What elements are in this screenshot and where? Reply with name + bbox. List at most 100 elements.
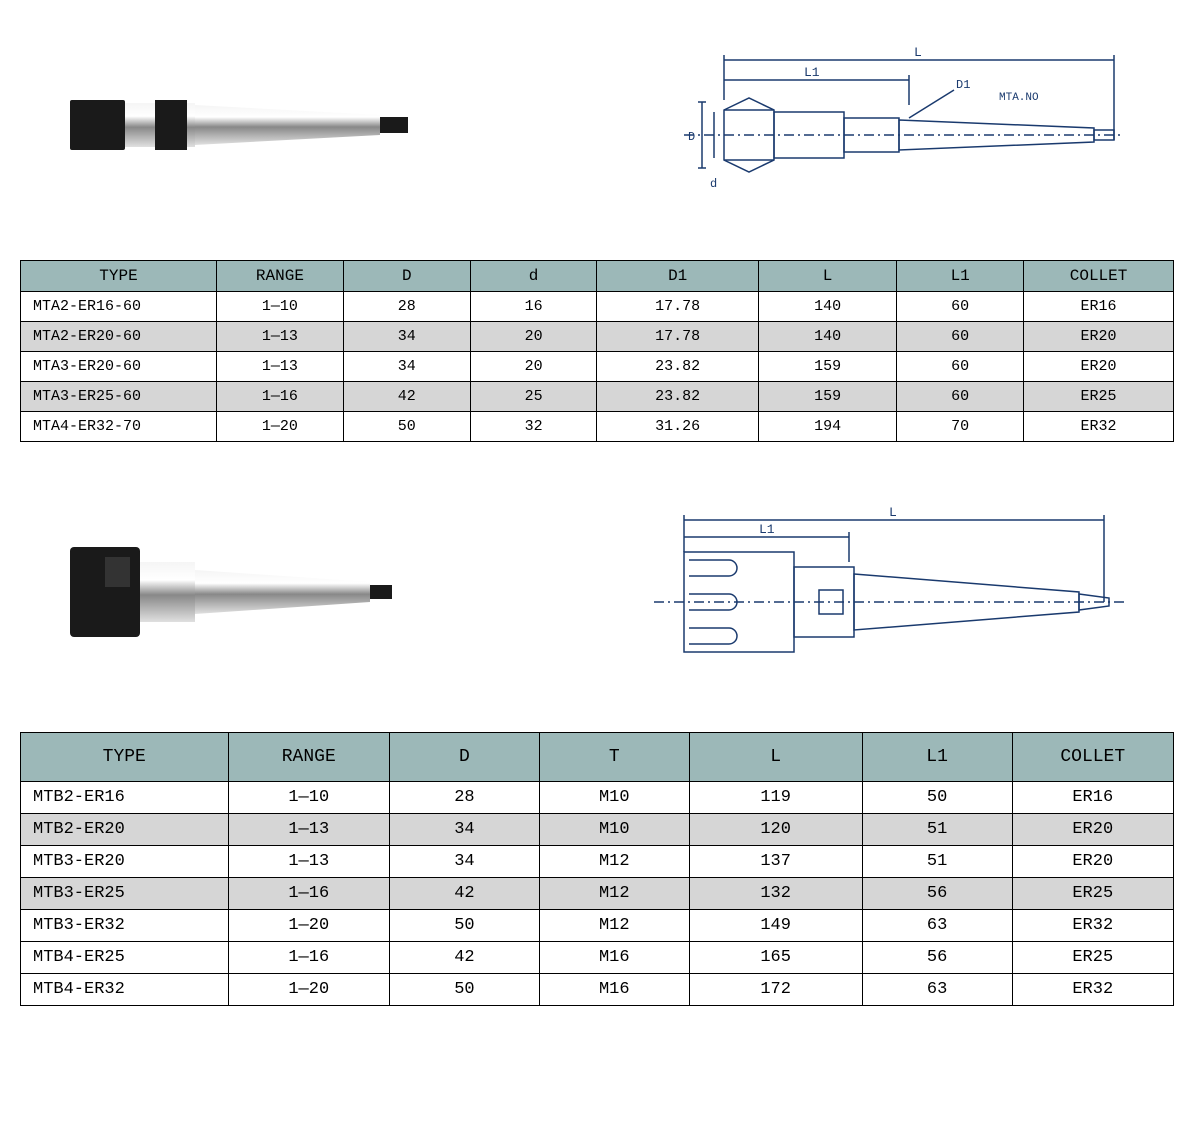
col-range: RANGE bbox=[228, 733, 389, 782]
table-cell: M16 bbox=[539, 942, 689, 974]
col-L1: L1 bbox=[897, 261, 1024, 292]
table-cell: 165 bbox=[689, 942, 862, 974]
table-cell: M16 bbox=[539, 974, 689, 1006]
table-cell: 1—13 bbox=[217, 322, 344, 352]
table-cell: MTA3-ER25-60 bbox=[21, 382, 217, 412]
table-cell: ER32 bbox=[1012, 974, 1173, 1006]
table-cell: 140 bbox=[758, 292, 896, 322]
table-cell: MTB3-ER25 bbox=[21, 878, 229, 910]
table-cell: ER20 bbox=[1024, 322, 1174, 352]
table-cell: M12 bbox=[539, 846, 689, 878]
dim-label-D1: D1 bbox=[956, 78, 970, 92]
table-cell: 119 bbox=[689, 782, 862, 814]
table-cell: MTB4-ER32 bbox=[21, 974, 229, 1006]
col-type: TYPE bbox=[21, 261, 217, 292]
table-cell: 60 bbox=[897, 382, 1024, 412]
col-D: D bbox=[343, 261, 470, 292]
table-cell: 60 bbox=[897, 352, 1024, 382]
col-d: d bbox=[470, 261, 597, 292]
table-cell: 1—20 bbox=[217, 412, 344, 442]
table-cell: 28 bbox=[343, 292, 470, 322]
table-cell: ER20 bbox=[1024, 352, 1174, 382]
table-cell: ER16 bbox=[1024, 292, 1174, 322]
table-cell: 132 bbox=[689, 878, 862, 910]
table-cell: M10 bbox=[539, 782, 689, 814]
dim-label-D: D bbox=[688, 130, 695, 144]
table-cell: 1—16 bbox=[228, 942, 389, 974]
table-cell: 34 bbox=[343, 322, 470, 352]
table-cell: 17.78 bbox=[597, 292, 758, 322]
col-D1: D1 bbox=[597, 261, 758, 292]
section-mta: L L1 D d D1 MTA.NO TYPE RANGE D d D1 L L… bbox=[20, 20, 1174, 442]
table-cell: 42 bbox=[389, 878, 539, 910]
dim-label-L: L bbox=[914, 45, 922, 60]
table-row: MTB3-ER321—2050M1214963ER32 bbox=[21, 910, 1174, 942]
table-cell: ER16 bbox=[1012, 782, 1173, 814]
table-cell: 56 bbox=[862, 878, 1012, 910]
table-row: MTB4-ER251—1642M1616556ER25 bbox=[21, 942, 1174, 974]
table-cell: 51 bbox=[862, 814, 1012, 846]
col-L: L bbox=[689, 733, 862, 782]
table-cell: M12 bbox=[539, 878, 689, 910]
col-L1: L1 bbox=[862, 733, 1012, 782]
table-cell: 50 bbox=[389, 910, 539, 942]
mta-image-row: L L1 D d D1 MTA.NO bbox=[20, 20, 1174, 230]
table-cell: 1—10 bbox=[228, 782, 389, 814]
table-cell: MTA2-ER16-60 bbox=[21, 292, 217, 322]
table-cell: 28 bbox=[389, 782, 539, 814]
table-row: MTA3-ER25-601—16422523.8215960ER25 bbox=[21, 382, 1174, 412]
table-cell: 50 bbox=[862, 782, 1012, 814]
table-cell: 1—20 bbox=[228, 974, 389, 1006]
table-cell: 140 bbox=[758, 322, 896, 352]
mtb-spec-table: TYPE RANGE D T L L1 COLLET MTB2-ER161—10… bbox=[20, 732, 1174, 1006]
mtb-product-photo bbox=[60, 522, 400, 662]
mtb-image-row: L L1 bbox=[20, 482, 1174, 702]
col-L: L bbox=[758, 261, 896, 292]
table-row: MTA2-ER20-601—13342017.7814060ER20 bbox=[21, 322, 1174, 352]
table-cell: 1—16 bbox=[217, 382, 344, 412]
table-cell: ER25 bbox=[1024, 382, 1174, 412]
table-cell: 172 bbox=[689, 974, 862, 1006]
table-cell: 63 bbox=[862, 910, 1012, 942]
table-cell: MTB3-ER32 bbox=[21, 910, 229, 942]
table-row: MTA4-ER32-701—20503231.2619470ER32 bbox=[21, 412, 1174, 442]
table-header-row: TYPE RANGE D T L L1 COLLET bbox=[21, 733, 1174, 782]
mta-product-photo bbox=[60, 65, 420, 185]
table-cell: 159 bbox=[758, 382, 896, 412]
mta-spec-table: TYPE RANGE D d D1 L L1 COLLET MTA2-ER16-… bbox=[20, 260, 1174, 442]
table-cell: 17.78 bbox=[597, 322, 758, 352]
table-cell: 23.82 bbox=[597, 352, 758, 382]
table-cell: 194 bbox=[758, 412, 896, 442]
table-cell: MTB4-ER25 bbox=[21, 942, 229, 974]
table-cell: 120 bbox=[689, 814, 862, 846]
table-cell: 42 bbox=[343, 382, 470, 412]
table-cell: 60 bbox=[897, 292, 1024, 322]
table-cell: MTA3-ER20-60 bbox=[21, 352, 217, 382]
dim-label-L1: L1 bbox=[759, 522, 775, 537]
col-D: D bbox=[389, 733, 539, 782]
table-cell: ER25 bbox=[1012, 942, 1173, 974]
table-cell: ER32 bbox=[1024, 412, 1174, 442]
table-row: MTB2-ER161—1028M1011950ER16 bbox=[21, 782, 1174, 814]
table-row: MTA2-ER16-601—10281617.7814060ER16 bbox=[21, 292, 1174, 322]
table-header-row: TYPE RANGE D d D1 L L1 COLLET bbox=[21, 261, 1174, 292]
table-cell: ER25 bbox=[1012, 878, 1173, 910]
col-T: T bbox=[539, 733, 689, 782]
table-cell: 63 bbox=[862, 974, 1012, 1006]
table-cell: 70 bbox=[897, 412, 1024, 442]
mtb-technical-diagram: L L1 bbox=[634, 502, 1134, 682]
table-cell: 1—10 bbox=[217, 292, 344, 322]
table-row: MTB3-ER201—1334M1213751ER20 bbox=[21, 846, 1174, 878]
table-cell: 60 bbox=[897, 322, 1024, 352]
table-cell: 56 bbox=[862, 942, 1012, 974]
table-cell: M10 bbox=[539, 814, 689, 846]
table-cell: 1—13 bbox=[228, 814, 389, 846]
table-cell: 1—16 bbox=[228, 878, 389, 910]
table-cell: 23.82 bbox=[597, 382, 758, 412]
dim-label-L: L bbox=[889, 505, 897, 520]
table-cell: M12 bbox=[539, 910, 689, 942]
table-cell: 16 bbox=[470, 292, 597, 322]
table-cell: 31.26 bbox=[597, 412, 758, 442]
table-cell: 1—20 bbox=[228, 910, 389, 942]
mta-technical-diagram: L L1 D d D1 MTA.NO bbox=[654, 40, 1134, 210]
